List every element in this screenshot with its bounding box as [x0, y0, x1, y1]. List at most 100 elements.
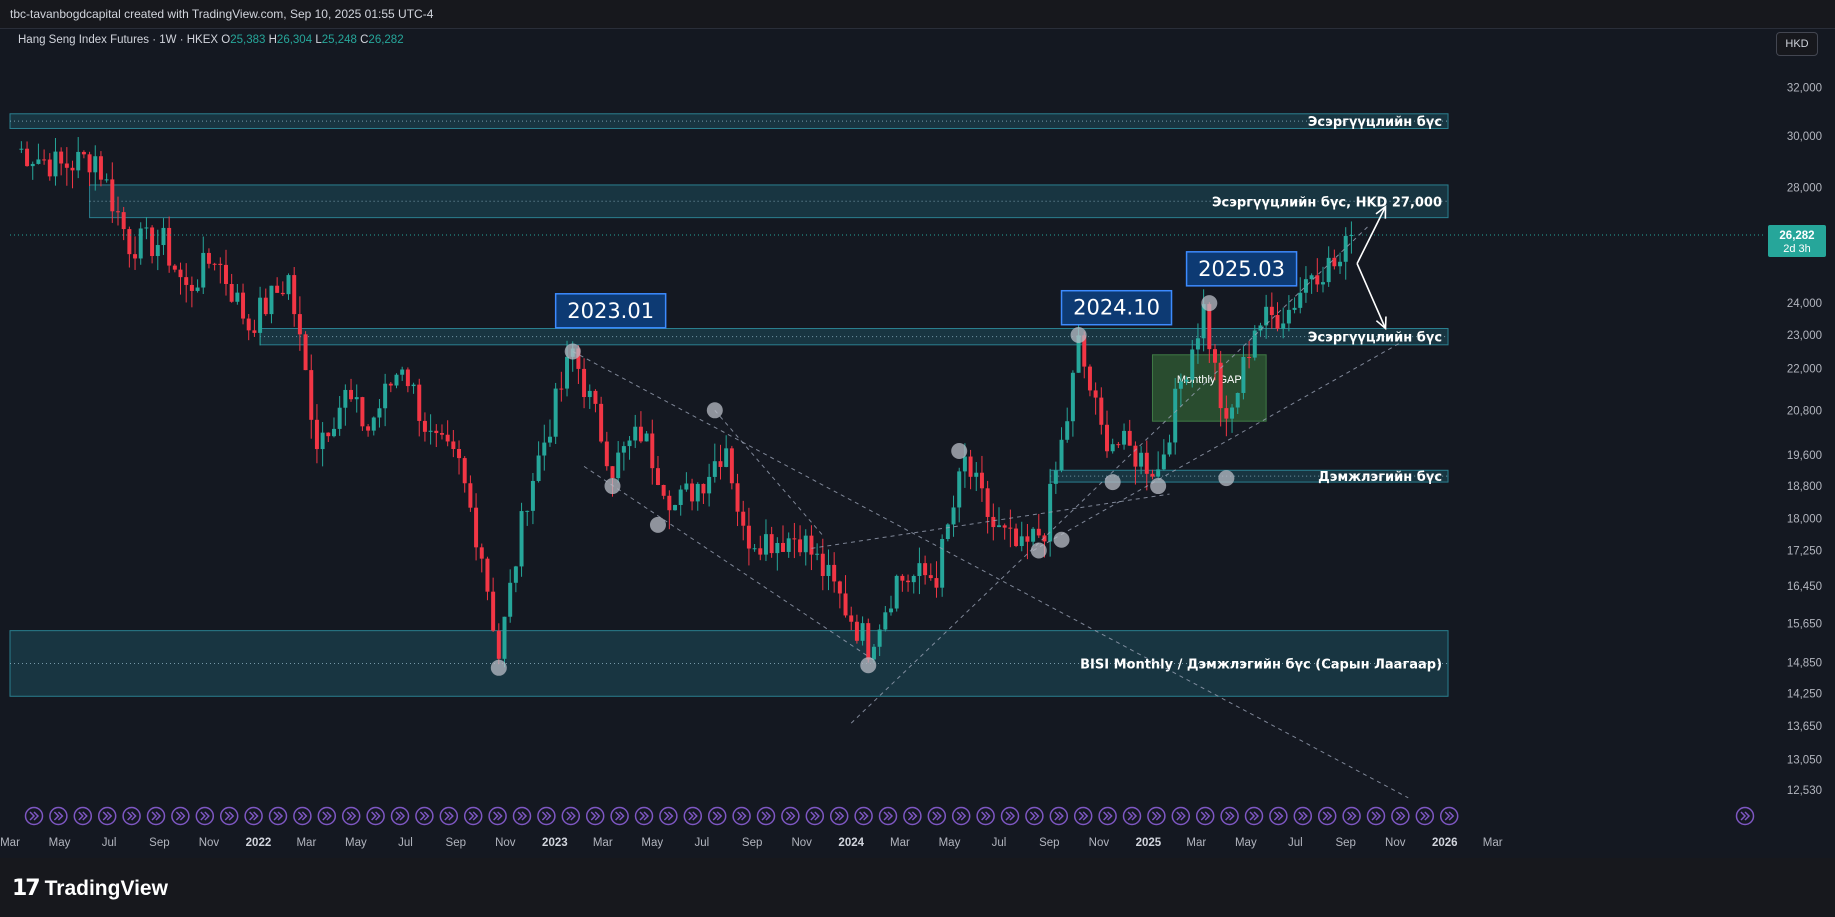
candle-body — [1122, 430, 1127, 445]
replay-icon-chevron — [1176, 811, 1182, 821]
replay-icon[interactable] — [488, 806, 507, 826]
y-tick-label: 18,800 — [1787, 481, 1822, 493]
replay-icon[interactable] — [1342, 806, 1361, 826]
x-tick-label: Mar — [1483, 837, 1503, 849]
replay-icon[interactable] — [829, 806, 849, 826]
replay-icon[interactable] — [1025, 806, 1044, 826]
replay-icon[interactable] — [73, 806, 93, 826]
replay-icon[interactable] — [97, 806, 117, 826]
replay-icon[interactable] — [1195, 806, 1215, 826]
replay-icon[interactable] — [1171, 806, 1191, 826]
replay-icon[interactable] — [512, 806, 532, 826]
replay-icon[interactable] — [1366, 806, 1386, 826]
candle-body — [377, 408, 382, 418]
replay-icon-chevron — [350, 811, 357, 821]
replay-icon[interactable] — [1293, 806, 1313, 826]
chart-pane[interactable] — [0, 28, 1835, 859]
replay-icon[interactable] — [268, 806, 288, 826]
candle-body — [1332, 257, 1337, 267]
replay-icon[interactable] — [610, 806, 629, 826]
candle-body — [184, 277, 189, 285]
replay-icon-ring — [317, 806, 337, 826]
replay-icon[interactable] — [439, 806, 459, 826]
x-tick-label: Mar — [890, 837, 910, 849]
replay-icon[interactable] — [976, 806, 995, 826]
replay-icon[interactable] — [927, 806, 947, 826]
replay-icon[interactable] — [1122, 806, 1142, 826]
currency-button[interactable]: HKD — [1776, 32, 1818, 56]
replay-icon-end[interactable] — [1735, 806, 1755, 826]
replay-icon[interactable] — [634, 806, 654, 826]
replay-icon[interactable] — [707, 806, 727, 826]
replay-icon[interactable] — [415, 806, 434, 826]
replay-icon[interactable] — [244, 806, 263, 826]
replay-icon[interactable] — [293, 806, 312, 826]
replay-icon[interactable] — [122, 806, 141, 826]
replay-icon-ring — [659, 806, 678, 826]
candle-body — [1105, 424, 1109, 452]
replay-icon[interactable] — [1000, 806, 1020, 826]
pivot-marker — [1201, 295, 1218, 312]
replay-icon[interactable] — [732, 806, 751, 826]
candle-body — [854, 621, 859, 641]
replay-icon[interactable] — [1391, 806, 1410, 826]
replay-icon-chevron — [716, 811, 723, 821]
replay-icon-chevron — [375, 811, 381, 821]
replay-icon[interactable] — [585, 806, 605, 826]
replay-icon[interactable] — [146, 806, 166, 826]
candle-body — [553, 388, 558, 437]
replay-icon-ring — [1439, 806, 1459, 826]
replay-icon[interactable] — [756, 806, 776, 826]
replay-icon-chevron — [712, 811, 719, 821]
replay-icon[interactable] — [1098, 806, 1117, 826]
replay-icon[interactable] — [171, 806, 190, 826]
y-tick-label: 28,000 — [1787, 183, 1822, 195]
replay-icon[interactable] — [317, 806, 337, 826]
replay-icon[interactable] — [24, 806, 44, 826]
candle-body — [258, 297, 263, 333]
tradingview-logo[interactable]: 17 TradingView — [12, 876, 168, 901]
replay-icon[interactable] — [195, 806, 215, 826]
candle-body — [638, 426, 643, 442]
replay-icon[interactable] — [341, 806, 361, 826]
candle-body — [42, 159, 47, 161]
replay-icon[interactable] — [1049, 806, 1069, 826]
replay-icon-chevron — [1298, 811, 1304, 821]
replay-icon-chevron — [29, 811, 36, 821]
replay-icon[interactable] — [878, 806, 898, 826]
replay-icon[interactable] — [219, 806, 239, 826]
replay-icon[interactable] — [463, 806, 483, 826]
candle-body — [1133, 445, 1138, 467]
replay-icon[interactable] — [1244, 806, 1264, 826]
candle-body — [422, 420, 427, 432]
replay-icon[interactable] — [1317, 806, 1337, 826]
replay-icon[interactable] — [854, 806, 873, 826]
replay-icon[interactable] — [1073, 806, 1093, 826]
candle-body — [167, 227, 172, 266]
replay-icon[interactable] — [1220, 806, 1239, 826]
candle-body — [70, 167, 75, 171]
candle-body — [547, 436, 552, 443]
replay-icon[interactable] — [49, 806, 68, 826]
candle-body — [1082, 335, 1087, 367]
replay-icon[interactable] — [781, 806, 800, 826]
replay-icon[interactable] — [1147, 806, 1166, 826]
candle-body — [53, 151, 58, 177]
candle-body — [792, 538, 797, 540]
replay-icon[interactable] — [1415, 806, 1435, 826]
replay-icon[interactable] — [951, 806, 971, 826]
replay-icon[interactable] — [683, 806, 703, 826]
replay-icon[interactable] — [366, 806, 385, 826]
candle-body — [110, 179, 115, 212]
replay-icon[interactable] — [390, 806, 410, 826]
replay-icon[interactable] — [805, 806, 825, 826]
replay-icon[interactable] — [1269, 806, 1288, 826]
replay-icon[interactable] — [903, 806, 922, 826]
replay-icon[interactable] — [537, 806, 556, 826]
replay-icon-ring — [707, 806, 727, 826]
replay-icon[interactable] — [561, 806, 581, 826]
replay-icon[interactable] — [659, 806, 678, 826]
replay-icon[interactable] — [1439, 806, 1459, 826]
replay-icon-ring — [390, 806, 410, 826]
